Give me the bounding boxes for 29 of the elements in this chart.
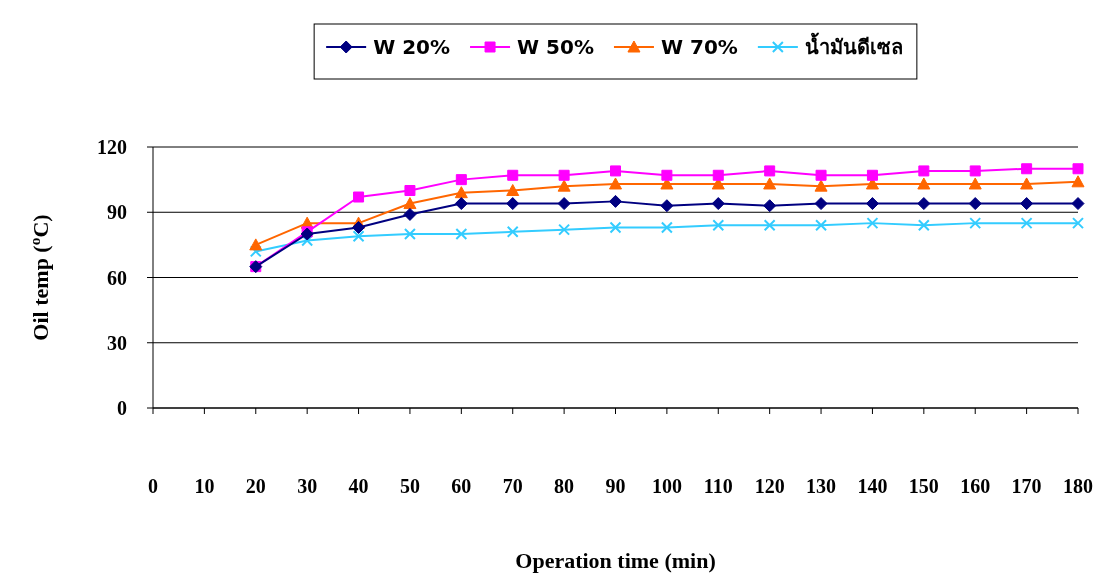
x-tick-label: 170 [1011, 475, 1042, 497]
y-tick-label: 90 [107, 201, 127, 224]
y-tick-label: 30 [107, 331, 127, 354]
x-tick-label: 160 [960, 475, 991, 497]
x-tick-label: 150 [908, 475, 939, 497]
x-axis-title: Operation time (min) [515, 548, 716, 573]
x-tick-label: 180 [1063, 475, 1093, 497]
x-tick-label: 100 [651, 475, 682, 497]
y-tick-label: 0 [117, 397, 127, 419]
legend-label: W 70% [660, 35, 738, 59]
x-tick-label: 110 [703, 475, 733, 497]
x-tick-label: 140 [857, 475, 888, 497]
y-tick-label: 120 [97, 136, 127, 158]
x-tick-label: 40 [348, 475, 369, 497]
legend-label: W 20% [373, 35, 451, 59]
x-tick-label: 50 [399, 475, 420, 497]
x-tick-label: 60 [451, 475, 472, 497]
x-tick-label: 120 [754, 475, 785, 497]
x-tick-label: 80 [554, 475, 575, 497]
x-tick-label: 30 [297, 475, 318, 497]
legend-label: น้ำมันดีเซล [804, 32, 903, 59]
y-tick-label: 60 [107, 266, 127, 289]
x-tick-label: 90 [605, 475, 626, 497]
x-tick-label: 130 [806, 475, 837, 497]
x-tick-label: 70 [502, 475, 523, 497]
legend-label: W 50% [517, 35, 594, 59]
x-tick-label: 10 [194, 475, 215, 497]
x-tick-label: 20 [245, 475, 266, 497]
x-tick-label: 0 [148, 475, 158, 497]
